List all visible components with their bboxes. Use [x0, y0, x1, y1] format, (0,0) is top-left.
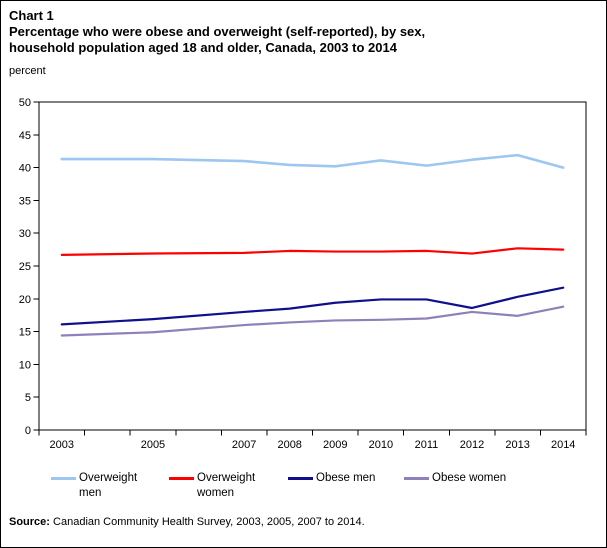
series-line-obese-men — [60, 286, 565, 326]
plot-frame — [38, 101, 587, 431]
x-axis-tick-label: 2003 — [50, 439, 74, 451]
legend-label: Obese men — [316, 472, 376, 484]
y-axis-tick-label: 45 — [19, 130, 31, 142]
x-axis-tick-label: 2009 — [323, 439, 347, 451]
source-note: Source: Canadian Community Health Survey… — [9, 516, 365, 528]
chart-number-label: Chart 1 — [9, 8, 54, 23]
legend-line-swatch-obese-men — [288, 477, 313, 480]
chart-title-line2: household population aged 18 and older, … — [9, 40, 397, 55]
chart-title-line1: Percentage who were obese and overweight… — [9, 24, 426, 39]
y-axis-tick-label: 5 — [25, 392, 31, 404]
x-axis-tick-label: 2010 — [369, 439, 393, 451]
series-line-obese-women — [60, 305, 565, 337]
legend-label: Overweight men — [79, 472, 138, 499]
y-axis-tick-label: 15 — [19, 327, 31, 339]
x-axis-tick-label: 2008 — [277, 439, 301, 451]
legend-label: Overweight women — [197, 472, 256, 499]
x-axis-tick-label: 2011 — [415, 439, 439, 451]
y-axis-tick-label: 40 — [19, 163, 31, 175]
legend-label: Obese women — [432, 472, 507, 484]
y-axis-unit-label: percent — [9, 65, 46, 77]
x-axis-tick-label: 2007 — [232, 439, 256, 451]
legend-line-swatch-overweight-women — [169, 477, 194, 480]
legend-line-swatch-overweight-men — [51, 477, 76, 480]
legend-entry-obese-men: Obese men — [288, 471, 375, 486]
y-axis-tick-label: 50 — [19, 97, 31, 109]
legend-entry-overweight-women: Overweight women — [169, 471, 269, 501]
x-axis-tick-label: 2012 — [460, 439, 484, 451]
y-axis-tick-label: 35 — [19, 195, 31, 207]
chart-legend: Overweight men Overweight women Obese me… — [1, 471, 606, 505]
title-block: Chart 1 Percentage who were obese and ov… — [9, 8, 425, 56]
series-line-overweight-men — [60, 153, 565, 169]
x-axis-tick-label: 2013 — [505, 439, 529, 451]
x-axis-tick-label: 2005 — [141, 439, 165, 451]
legend-entry-overweight-men: Overweight men — [51, 471, 151, 501]
y-axis-tick-label: 0 — [25, 425, 31, 437]
y-axis-tick-label: 20 — [19, 294, 31, 306]
source-prefix: Source: — [9, 516, 50, 528]
legend-line-swatch-obese-women — [404, 477, 429, 480]
x-axis-tick-label: 2014 — [551, 439, 575, 451]
y-axis-tick-label: 25 — [19, 261, 31, 273]
y-axis-tick-label: 10 — [19, 359, 31, 371]
y-axis-tick-label: 30 — [19, 228, 31, 240]
series-line-overweight-women — [60, 247, 565, 256]
line-chart: 0 5 10 15 20 25 30 35 40 45 50 2003 2005 2007 2008 2009… — [19, 97, 587, 451]
source-text: Canadian Community Health Survey, 2003, … — [49, 516, 365, 528]
legend-entry-obese-women: Obese women — [404, 471, 506, 486]
